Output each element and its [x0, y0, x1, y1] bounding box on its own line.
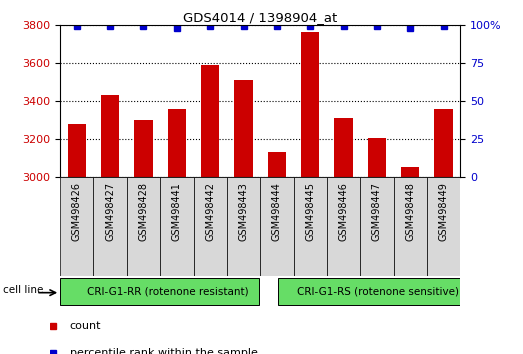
Bar [401, 167, 419, 177]
Bar [334, 118, 353, 177]
FancyBboxPatch shape [394, 177, 427, 276]
FancyBboxPatch shape [160, 177, 194, 276]
Bar [234, 80, 253, 177]
FancyBboxPatch shape [427, 177, 460, 276]
Bar [60, 278, 259, 305]
Text: GSM498441: GSM498441 [172, 182, 182, 241]
Text: percentile rank within the sample: percentile rank within the sample [70, 348, 258, 354]
Text: count: count [70, 321, 101, 331]
Bar [134, 120, 153, 177]
Text: GSM498427: GSM498427 [105, 182, 115, 241]
FancyBboxPatch shape [194, 177, 227, 276]
Text: GSM498428: GSM498428 [139, 182, 149, 241]
Text: CRI-G1-RS (rotenone sensitive): CRI-G1-RS (rotenone sensitive) [297, 286, 459, 296]
Text: GSM498442: GSM498442 [205, 182, 215, 241]
FancyBboxPatch shape [327, 177, 360, 276]
Text: GSM498444: GSM498444 [272, 182, 282, 241]
Text: GSM498446: GSM498446 [338, 182, 348, 241]
Bar [168, 109, 186, 177]
Bar [301, 32, 320, 177]
Bar [278, 278, 477, 305]
Bar [101, 95, 119, 177]
FancyBboxPatch shape [60, 177, 94, 276]
FancyBboxPatch shape [94, 177, 127, 276]
Text: CRI-G1-RR (rotenone resistant): CRI-G1-RR (rotenone resistant) [87, 286, 248, 296]
FancyBboxPatch shape [227, 177, 260, 276]
Text: cell line: cell line [3, 285, 43, 295]
Text: GSM498426: GSM498426 [72, 182, 82, 241]
Bar [67, 124, 86, 177]
Text: GSM498445: GSM498445 [305, 182, 315, 241]
FancyBboxPatch shape [360, 177, 394, 276]
Text: GSM498443: GSM498443 [238, 182, 248, 241]
FancyBboxPatch shape [260, 177, 293, 276]
FancyBboxPatch shape [293, 177, 327, 276]
Text: GSM498449: GSM498449 [439, 182, 449, 241]
Bar [368, 138, 386, 177]
Title: GDS4014 / 1398904_at: GDS4014 / 1398904_at [183, 11, 337, 24]
Bar [435, 109, 453, 177]
Bar [201, 65, 219, 177]
Text: GSM498447: GSM498447 [372, 182, 382, 241]
Text: GSM498448: GSM498448 [405, 182, 415, 241]
Bar [268, 152, 286, 177]
FancyBboxPatch shape [127, 177, 160, 276]
